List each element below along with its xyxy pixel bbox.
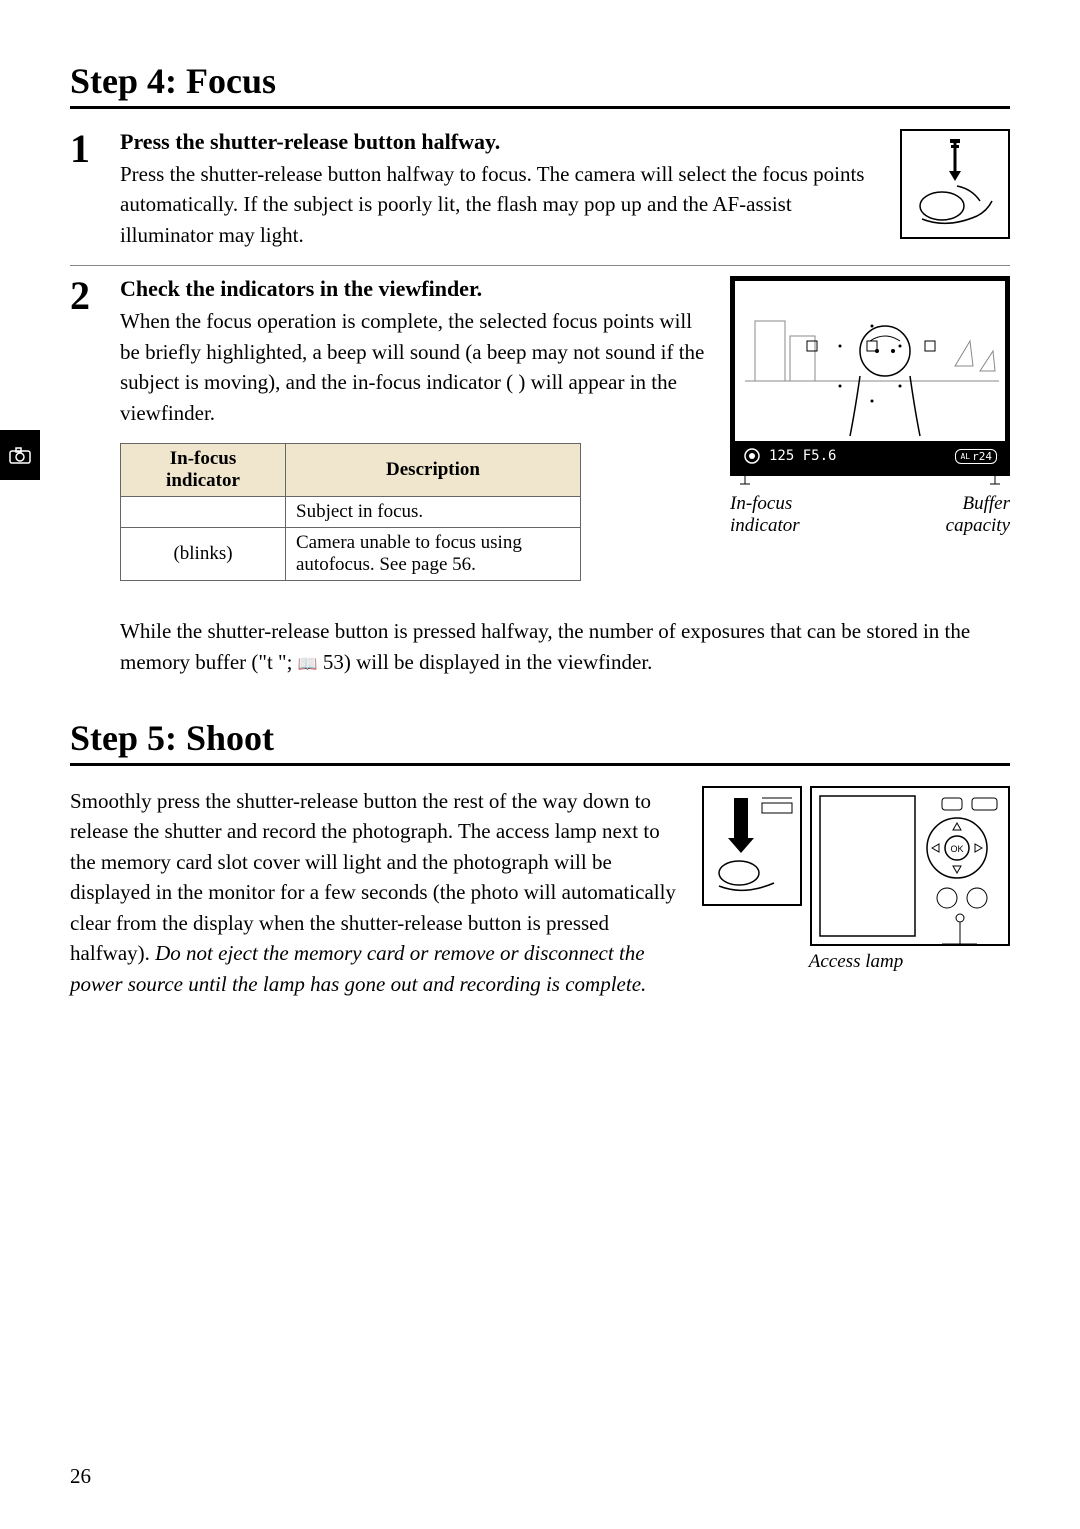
svg-text:OK: OK bbox=[950, 844, 963, 854]
description-cell: Camera unable to focus using autofocus. … bbox=[286, 528, 581, 581]
buffer-count: r24 bbox=[972, 450, 992, 463]
step1-number: 1 bbox=[70, 129, 120, 250]
table-header-indicator: In-focus indicator bbox=[121, 444, 286, 497]
buffer-label: Buffercapacity bbox=[946, 493, 1010, 537]
step5-title: Step 5: Shoot bbox=[70, 717, 1010, 766]
step4-title: Step 4: Focus bbox=[70, 60, 1010, 109]
camera-back-illustration: OK bbox=[810, 786, 1010, 946]
description-cell: Subject in focus. bbox=[286, 497, 581, 528]
step2-title: Check the indicators in the viewfinder. bbox=[120, 276, 710, 302]
indicator-cell bbox=[121, 497, 286, 528]
buffer-note: While the shutter-release button is pres… bbox=[120, 616, 1010, 677]
step2-desc: When the focus operation is complete, th… bbox=[120, 306, 710, 428]
table-row: Subject in focus. bbox=[121, 497, 581, 528]
step1-desc: Press the shutter-release button halfway… bbox=[120, 159, 880, 250]
step5-description: Smoothly press the shutter-release butto… bbox=[70, 786, 682, 999]
shutter-full-press-illustration bbox=[702, 786, 802, 906]
side-tab-icon bbox=[0, 430, 40, 480]
focus-confirm-icon bbox=[743, 447, 761, 465]
shutter-halfway-illustration bbox=[900, 129, 1010, 239]
infocus-label: In-focusindicator bbox=[730, 493, 800, 537]
focus-indicator-table: In-focus indicator Description Subject i… bbox=[120, 443, 581, 581]
viewfinder-illustration: 125 F5.6 AL r24 bbox=[730, 276, 1010, 476]
access-lamp-label: Access lamp bbox=[702, 951, 1010, 973]
step1-title: Press the shutter-release button halfway… bbox=[120, 129, 880, 155]
table-row: (blinks) Camera unable to focus using au… bbox=[121, 528, 581, 581]
page-number: 26 bbox=[70, 1464, 91, 1489]
indicator-cell: (blinks) bbox=[121, 528, 286, 581]
table-header-description: Description bbox=[286, 444, 581, 497]
viewfinder-display: 125 F5.6 bbox=[769, 448, 836, 464]
step2-number: 2 bbox=[70, 276, 120, 581]
